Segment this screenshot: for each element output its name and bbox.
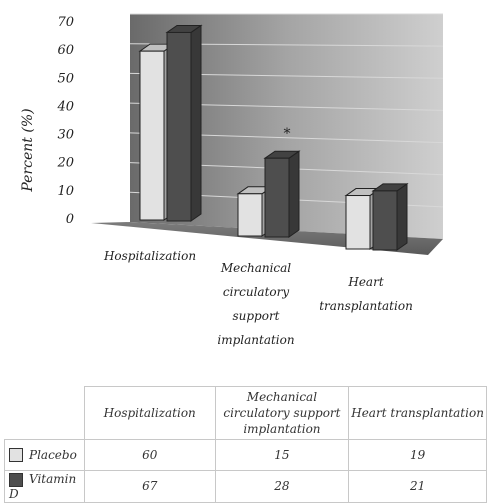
table-row: Placebo 60 15 19 xyxy=(4,439,487,471)
bar-vitamin-d xyxy=(263,150,301,238)
x-category-label: Heart transplantation xyxy=(319,275,413,313)
x-category-label: Hospitalization xyxy=(103,249,196,263)
table-corner xyxy=(4,386,85,440)
bar-side xyxy=(288,150,300,238)
legend-swatch-placebo xyxy=(9,448,23,463)
table-cell: 15 xyxy=(214,439,350,471)
table-header-cell: Mechanical circulatory support implantat… xyxy=(214,386,350,440)
bar-front xyxy=(345,195,371,250)
y-tick-label: 60 xyxy=(57,43,74,58)
y-tick-label: 70 xyxy=(57,15,74,30)
table-cell: 21 xyxy=(348,470,487,503)
table-row-label: Placebo xyxy=(4,439,85,471)
table-cell: 28 xyxy=(214,470,350,503)
back-wall xyxy=(130,14,443,239)
y-tick-label: 30 xyxy=(57,128,74,143)
table-cell: 19 xyxy=(348,439,487,471)
bar-vitamin-d xyxy=(371,182,409,251)
bar-side xyxy=(396,182,408,251)
legend-label: Vitamin D xyxy=(9,472,77,501)
y-tick-label: 50 xyxy=(57,71,74,86)
table-cell: 67 xyxy=(83,470,216,503)
bar-vitamin-d xyxy=(165,24,203,222)
legend-label: Placebo xyxy=(29,447,77,462)
table-header-cell: Heart transplantation xyxy=(348,386,487,440)
bar-front xyxy=(237,193,263,237)
bar-front xyxy=(166,31,192,222)
table-header-cell: Hospitalization xyxy=(83,386,216,440)
y-axis-label: Percent (%) xyxy=(20,108,36,192)
legend-swatch-vitamin-d xyxy=(9,472,23,487)
table-header-row: Hospitalization Mechanical circulatory s… xyxy=(4,386,487,440)
bar-chart: 0 10 20 30 40 50 60 70 Percent (%) * Hospitaliz… xyxy=(20,13,444,347)
x-category-labels: Hospitalization Mechanical circulatory supp… xyxy=(103,249,413,347)
bar-front xyxy=(264,157,290,238)
y-tick-label: 20 xyxy=(56,156,74,171)
significance-marker: * xyxy=(284,126,291,142)
y-tick-label: 0 xyxy=(66,212,74,227)
bar-front xyxy=(372,190,398,251)
table-cell: 60 xyxy=(83,439,216,471)
data-table: Hospitalization Mechanical circulatory s… xyxy=(4,386,487,503)
bar-front xyxy=(139,50,165,221)
y-tick-label: 40 xyxy=(56,99,74,114)
table-row: Vitamin D 67 28 21 xyxy=(4,470,487,503)
x-category-label: Mechanical circulatory support implantation xyxy=(217,261,294,347)
table-row-label: Vitamin D xyxy=(4,470,85,503)
bar-side xyxy=(190,24,202,222)
bars xyxy=(138,24,409,251)
y-tick-labels: 0 10 20 30 40 50 60 70 xyxy=(56,15,74,227)
y-tick-label: 10 xyxy=(57,184,74,199)
